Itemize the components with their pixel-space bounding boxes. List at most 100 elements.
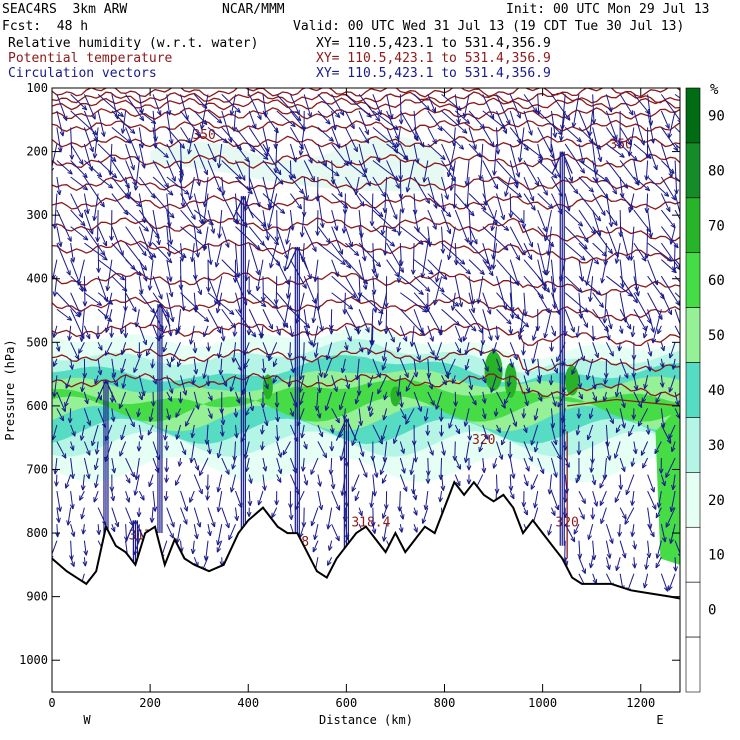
circulation-vector bbox=[640, 450, 646, 456]
circulation-vector bbox=[190, 432, 196, 439]
circulation-vector bbox=[633, 540, 636, 550]
circulation-vector bbox=[637, 408, 649, 427]
circulation-vector bbox=[463, 457, 469, 463]
circulation-vector bbox=[525, 387, 531, 393]
field-vec-xy: XY= 110.5,423.1 to 531.4,356.9 bbox=[316, 66, 551, 81]
circulation-vector bbox=[647, 143, 658, 171]
circulation-vector bbox=[619, 540, 626, 559]
circulation-vector bbox=[125, 490, 130, 503]
circulation-vector bbox=[317, 474, 321, 487]
circulation-vector bbox=[135, 155, 140, 162]
circulation-vector bbox=[644, 253, 650, 259]
circulation-vector bbox=[166, 391, 173, 402]
circulation-vector bbox=[339, 110, 345, 116]
circulation-vector bbox=[169, 533, 174, 539]
circulation-vector bbox=[482, 408, 486, 419]
circulation-vector bbox=[454, 308, 477, 332]
circulation-vector bbox=[130, 128, 136, 135]
circulation-vector bbox=[615, 375, 621, 397]
circulation-vector bbox=[462, 336, 468, 342]
circulation-vector bbox=[581, 568, 586, 574]
circulation-vector bbox=[671, 441, 676, 452]
circulation-vector bbox=[670, 226, 676, 245]
circulation-vector bbox=[284, 243, 291, 272]
circulation-vector bbox=[413, 176, 430, 204]
circulation-vector bbox=[183, 519, 188, 525]
circulation-vector bbox=[138, 289, 144, 295]
circulation-vector bbox=[248, 110, 257, 129]
circulation-vector bbox=[185, 408, 195, 427]
circulation-vector bbox=[164, 424, 168, 441]
circulation-vector bbox=[482, 424, 489, 440]
circulation-vector bbox=[130, 471, 135, 478]
circulation-vector bbox=[416, 355, 421, 361]
circulation-vector bbox=[523, 441, 533, 462]
circulation-vector bbox=[618, 484, 624, 490]
circulation-vector bbox=[411, 325, 415, 347]
circulation-vector bbox=[606, 564, 611, 570]
circulation-vector bbox=[267, 223, 272, 229]
circulation-vector bbox=[335, 535, 340, 542]
circulation-vector bbox=[138, 176, 156, 199]
circulation-vector bbox=[375, 157, 381, 163]
circulation-vector bbox=[54, 276, 58, 297]
circulation-vector bbox=[183, 506, 189, 512]
circulation-vector bbox=[70, 424, 76, 437]
circulation-vector bbox=[310, 520, 316, 527]
circulation-vector bbox=[372, 226, 395, 247]
circulation-vector bbox=[495, 408, 498, 417]
circulation-vector bbox=[423, 416, 429, 422]
circulation-vector bbox=[218, 210, 223, 239]
circulation-vector bbox=[482, 309, 493, 341]
circulation-vector bbox=[656, 502, 662, 508]
circulation-vector bbox=[550, 259, 556, 293]
circulation-vector bbox=[311, 342, 317, 348]
circulation-vector bbox=[608, 221, 614, 228]
circulation-vector bbox=[345, 160, 367, 178]
circulation-vector bbox=[97, 176, 114, 189]
circulation-vector bbox=[615, 424, 621, 433]
circulation-vector bbox=[166, 358, 171, 368]
circulation-vector bbox=[537, 391, 543, 402]
circulation-vector bbox=[180, 305, 186, 311]
circulation-vector bbox=[97, 259, 125, 281]
circulation-vector bbox=[322, 452, 328, 459]
circulation-vector bbox=[413, 523, 418, 533]
circulation-vector bbox=[358, 507, 363, 517]
circulation-vector bbox=[367, 375, 374, 388]
circulation-vector bbox=[262, 457, 267, 472]
circulation-vector bbox=[488, 335, 493, 341]
circulation-vector bbox=[496, 259, 519, 286]
circulation-vector bbox=[82, 524, 85, 535]
circulation-vector bbox=[513, 354, 518, 361]
circulation-vector bbox=[230, 474, 236, 493]
circulation-vector bbox=[66, 520, 71, 526]
circulation-vector bbox=[482, 110, 506, 130]
circulation-vector bbox=[441, 127, 465, 150]
circulation-vector bbox=[596, 216, 602, 222]
circulation-vector bbox=[482, 160, 499, 190]
circulation-vector bbox=[578, 394, 583, 400]
circulation-vector bbox=[614, 258, 620, 264]
circulation-vector bbox=[180, 490, 188, 512]
circulation-vector bbox=[493, 457, 497, 469]
circulation-vector bbox=[221, 176, 225, 196]
circulation-vector bbox=[671, 484, 676, 490]
circulation-vector bbox=[216, 292, 223, 314]
circulation-vector bbox=[289, 408, 294, 417]
circulation-vector bbox=[674, 143, 680, 150]
circulation-vector bbox=[413, 342, 421, 361]
circulation-vector bbox=[166, 242, 187, 258]
circulation-vector bbox=[166, 193, 171, 228]
circulation-vector bbox=[332, 125, 337, 131]
circulation-vector bbox=[84, 242, 108, 261]
circulation-vector bbox=[326, 342, 333, 360]
circulation-vector bbox=[344, 325, 352, 342]
circulation-vector bbox=[605, 424, 609, 447]
circulation-vector bbox=[207, 530, 212, 537]
circulation-vector bbox=[523, 474, 529, 487]
circulation-vector bbox=[565, 115, 571, 121]
circulation-vector bbox=[97, 160, 118, 179]
circulation-vector bbox=[54, 193, 58, 229]
circulation-vector bbox=[193, 143, 208, 176]
